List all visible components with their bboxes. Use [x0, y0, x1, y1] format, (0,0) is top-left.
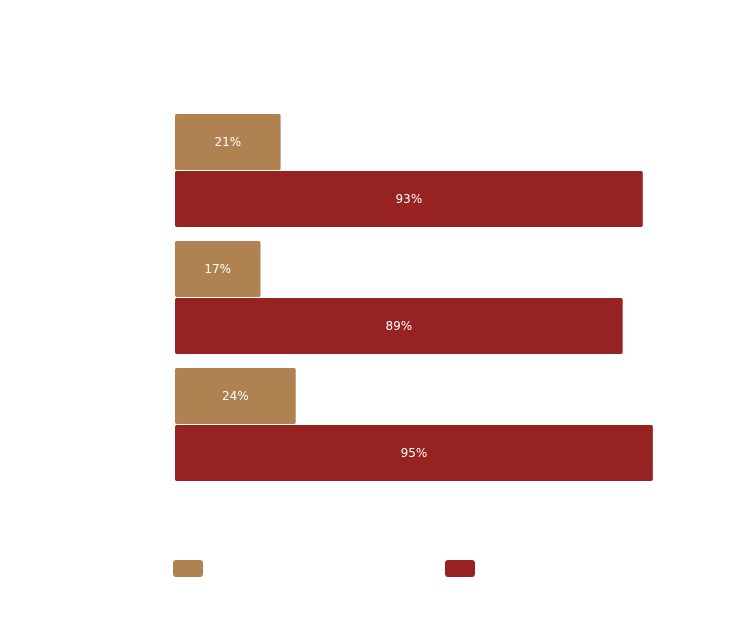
value-label: 24% [222, 389, 249, 403]
value-label: 95% [401, 446, 428, 460]
bar [175, 425, 653, 481]
value-label: 21% [214, 135, 241, 149]
value-label: 89% [385, 319, 412, 333]
value-label: 17% [204, 262, 231, 276]
bar [175, 171, 643, 227]
bar [175, 368, 296, 424]
value-label: 93% [396, 192, 423, 206]
bar [175, 298, 623, 354]
legend-swatch [173, 560, 203, 577]
bar [175, 114, 281, 170]
bar [175, 241, 261, 297]
legend-swatch [445, 560, 475, 577]
